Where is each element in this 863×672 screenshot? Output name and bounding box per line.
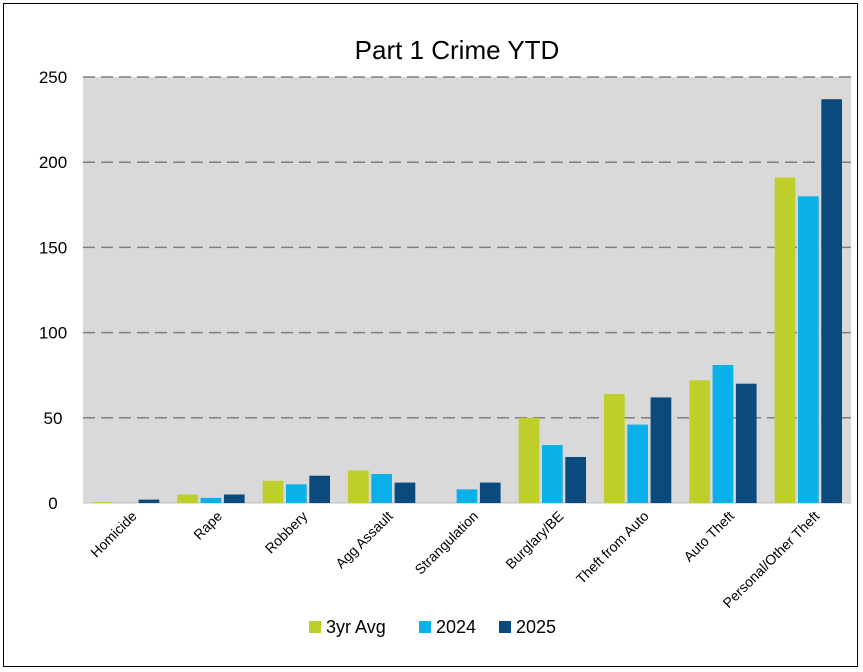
bar-3yr-avg-personal-other-theft [774, 177, 796, 503]
legend-swatch [309, 621, 321, 633]
y-tick-label: 200 [39, 153, 67, 172]
bar-2025-robbery [309, 475, 330, 503]
x-tick-label: Auto Theft [680, 508, 737, 565]
bar-2025-auto-theft [735, 383, 757, 503]
bar-3yr-avg-rape [177, 494, 198, 503]
x-tick-label: Strangulation [411, 508, 481, 578]
bar-2024-strangulation [456, 489, 478, 503]
bar-2024-agg-assault [371, 474, 392, 503]
bar-2025-rape [223, 494, 245, 503]
y-tick-label: 100 [39, 324, 67, 343]
y-tick-label: 250 [39, 68, 67, 87]
bar-2024-theft-from-auto [627, 424, 648, 503]
bar-3yr-avg-theft-from-auto [604, 393, 625, 503]
bar-3yr-avg-agg-assault [348, 470, 369, 503]
x-tick-label: Personal/Other Theft [719, 508, 822, 611]
x-tick-label: Theft from Auto [573, 508, 652, 587]
bar-2024-auto-theft [712, 365, 734, 503]
x-tick-label: Rape [190, 508, 225, 543]
x-tick-label: Robbery [262, 508, 311, 557]
x-tick-label: Agg Assault [332, 508, 396, 572]
y-tick-label: 50 [44, 409, 63, 428]
bar-2025-personal-other-theft [821, 99, 842, 503]
plot-area [83, 77, 851, 503]
bar-2024-robbery [286, 484, 307, 503]
y-tick-label: 150 [39, 238, 67, 257]
bar-2025-homicide [138, 499, 160, 503]
bar-2024-burglary-be [542, 445, 563, 503]
legend-label: 2024 [436, 617, 476, 637]
legend-label: 3yr Avg [326, 617, 386, 637]
bar-2024-personal-other-theft [798, 196, 819, 504]
chart-title: Part 1 Crime YTD [355, 35, 560, 65]
bar-3yr-avg-auto-theft [689, 380, 710, 503]
bar-3yr-avg-homicide [92, 502, 113, 503]
legend-swatch [419, 621, 431, 633]
bar-2025-burglary-be [565, 457, 586, 503]
bar-2024-rape [200, 497, 222, 503]
legend: 3yr Avg 2024 2025 [309, 617, 556, 637]
x-tick-label: Burglary/BE [502, 508, 566, 572]
legend-swatch [499, 621, 511, 633]
bar-2025-agg-assault [394, 482, 416, 503]
bar-3yr-avg-burglary-be [518, 417, 540, 503]
bar-2025-strangulation [479, 482, 501, 503]
x-tick-label: Homicide [87, 508, 140, 561]
chart-frame: Part 1 Crime YTD 0 50 100 150 200 250 Homicid… [3, 3, 858, 667]
bar-2025-theft-from-auto [650, 397, 672, 503]
legend-label: 2025 [516, 617, 556, 637]
chart: Part 1 Crime YTD 0 50 100 150 200 250 Homicid… [39, 35, 851, 637]
y-tick-label: 0 [48, 494, 57, 513]
bar-3yr-avg-robbery [262, 480, 284, 503]
